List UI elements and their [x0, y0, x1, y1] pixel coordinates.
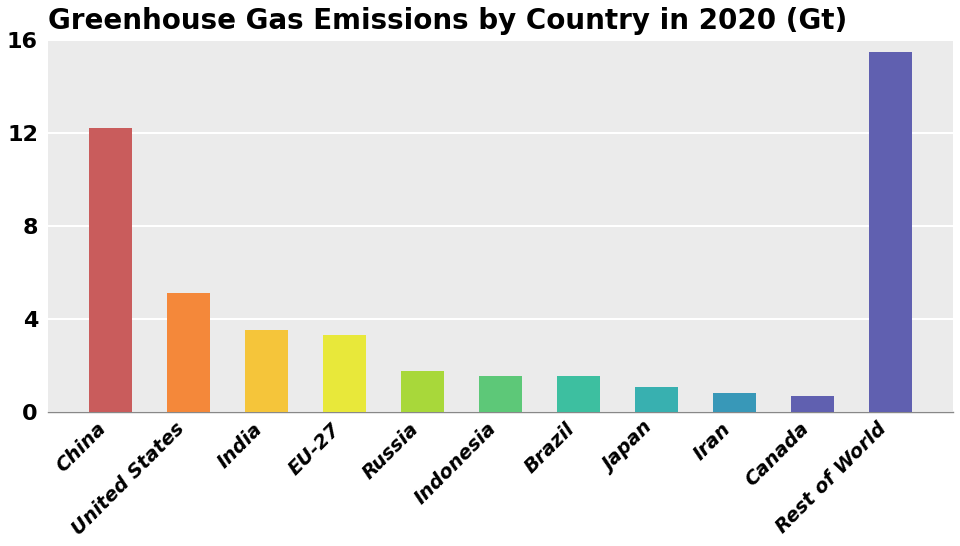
Bar	[635, 387, 678, 412]
Text: Greenhouse Gas Emissions by Country in 2020 (Gt): Greenhouse Gas Emissions by Country in 2…	[48, 7, 847, 35]
Bar	[401, 371, 444, 412]
Bar	[869, 52, 912, 412]
Bar	[713, 393, 756, 412]
Bar	[479, 376, 522, 412]
Bar	[323, 335, 366, 412]
Bar	[791, 396, 834, 412]
Bar	[557, 376, 600, 412]
Bar	[245, 330, 288, 412]
Bar	[89, 128, 132, 412]
Bar	[167, 293, 209, 412]
